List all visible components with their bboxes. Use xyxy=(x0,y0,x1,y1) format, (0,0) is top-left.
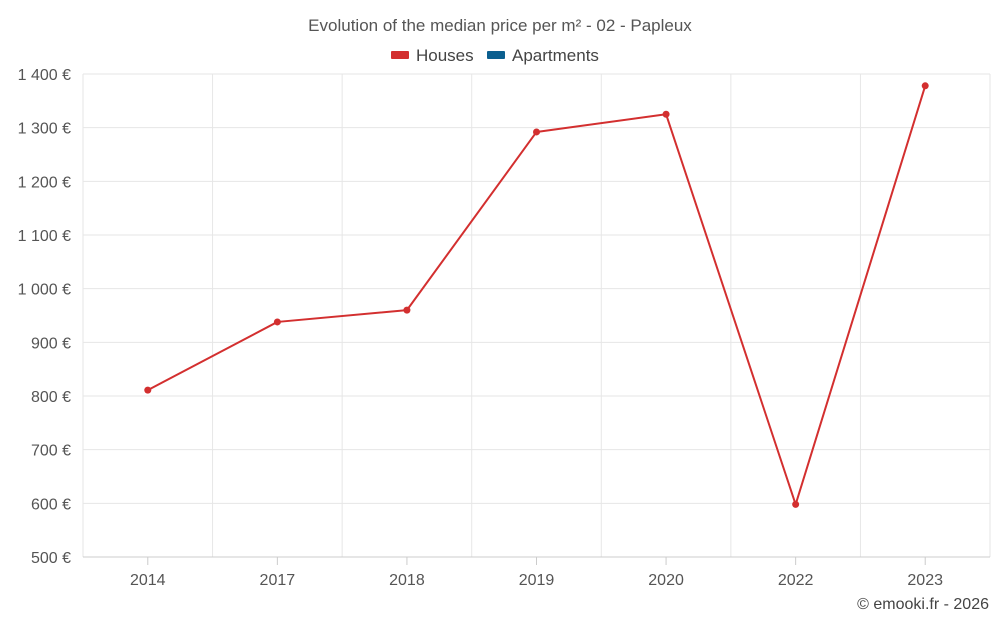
y-tick-label: 1 200 € xyxy=(18,174,71,191)
x-tick-label: 2018 xyxy=(389,572,425,589)
legend-label-apartments: Apartments xyxy=(512,46,599,65)
y-tick-label: 900 € xyxy=(31,335,71,352)
legend-item-houses[interactable]: Houses xyxy=(391,46,474,65)
legend-label-houses: Houses xyxy=(416,46,474,65)
x-tick-label: 2017 xyxy=(260,572,296,589)
grid xyxy=(82,73,991,557)
y-tick-label: 1 100 € xyxy=(18,228,71,245)
y-tick-label: 700 € xyxy=(31,443,71,460)
x-tick-label: 2023 xyxy=(907,572,943,589)
x-tick-label: 2014 xyxy=(130,572,166,589)
legend-swatch-houses xyxy=(391,51,409,59)
plot-area xyxy=(144,82,929,508)
y-tick-label: 1 000 € xyxy=(18,282,71,299)
legend-item-apartments[interactable]: Apartments xyxy=(487,46,599,65)
legend: Houses Apartments xyxy=(391,46,599,65)
y-tick-label: 500 € xyxy=(31,550,71,567)
y-axis: 500 € 600 € 700 € 800 € 900 € 1 000 € 1 100 € 1… xyxy=(18,67,71,567)
data-point-houses-2019[interactable] xyxy=(533,128,540,136)
credit: © emooki.fr - 2026 xyxy=(857,596,989,613)
data-point-houses-2023[interactable] xyxy=(921,82,929,90)
y-tick-label: 1 300 € xyxy=(18,121,71,138)
data-point-houses-2018[interactable] xyxy=(403,306,411,314)
y-tick-label: 1 400 € xyxy=(18,67,71,84)
data-point-houses-2017[interactable] xyxy=(273,318,281,326)
chart-title: Evolution of the median price per m² - 0… xyxy=(308,16,692,35)
y-tick-label: 600 € xyxy=(31,496,71,513)
data-point-houses-2014[interactable] xyxy=(144,386,152,394)
data-point-houses-2020[interactable] xyxy=(662,110,670,118)
y-tick-label: 800 € xyxy=(31,389,71,406)
x-tick-label: 2019 xyxy=(519,572,555,589)
x-tick-label: 2022 xyxy=(778,572,814,589)
data-point-houses-2022[interactable] xyxy=(792,500,800,508)
legend-swatch-apartments xyxy=(487,51,505,59)
x-tick-label: 2020 xyxy=(648,572,684,589)
series-line-houses xyxy=(147,85,927,506)
x-axis: 2014 2017 2018 2019 2020 2022 2023 xyxy=(83,556,990,589)
